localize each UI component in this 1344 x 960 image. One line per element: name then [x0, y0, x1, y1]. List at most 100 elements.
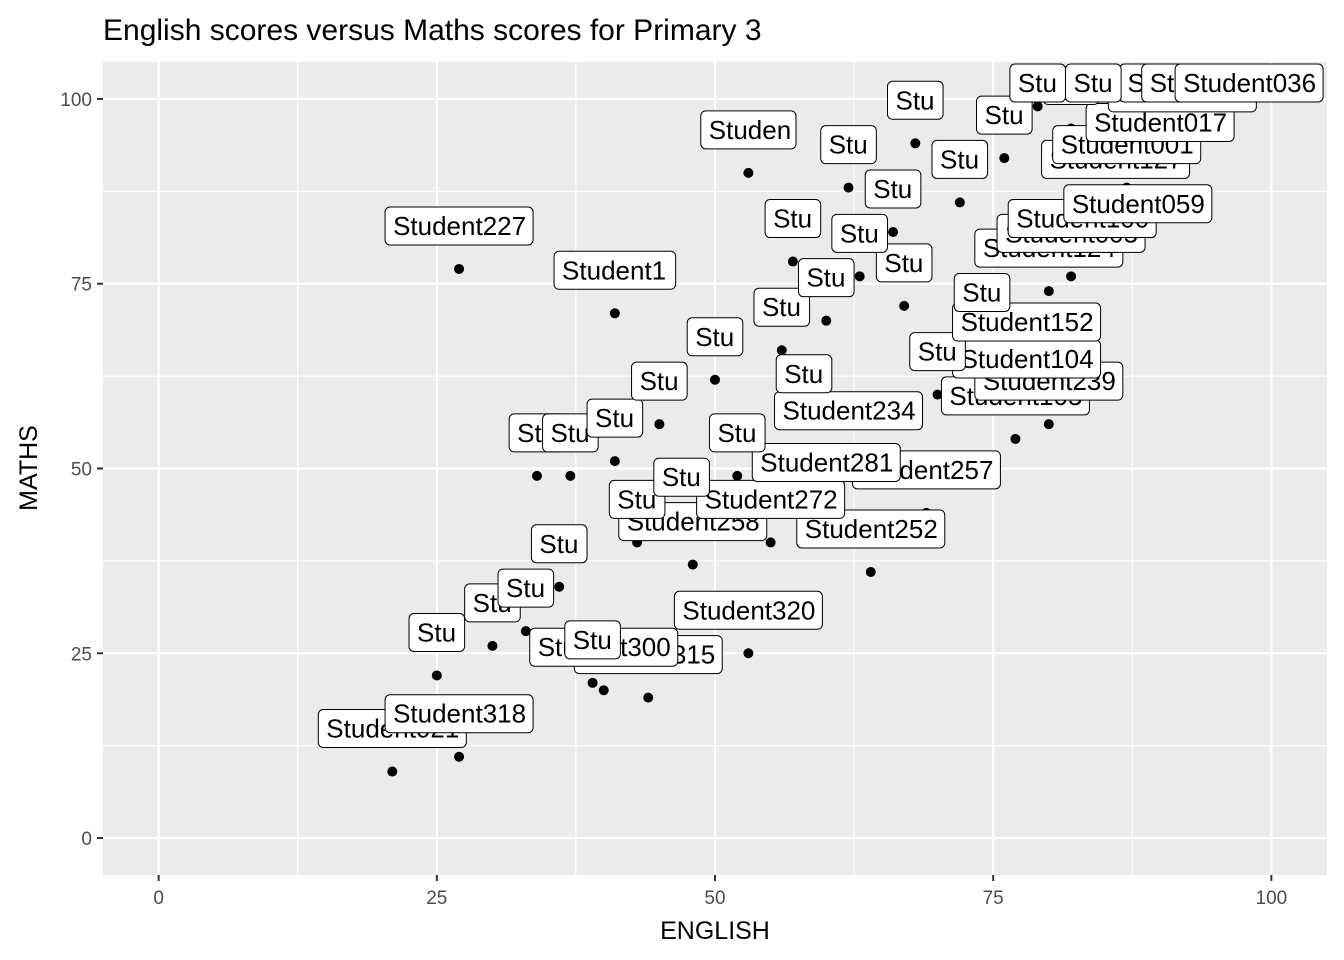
x-tick-label: 50 — [704, 888, 725, 909]
point-label: Stu — [909, 332, 966, 372]
point-label-box — [653, 457, 710, 497]
point-label: Stu — [820, 125, 877, 165]
point-label: Student320 — [673, 590, 823, 630]
point-label-text: Student234 — [783, 396, 916, 426]
y-tick-label: 25 — [71, 644, 92, 665]
data-point — [865, 566, 876, 577]
point-label-text: Stu — [940, 144, 979, 174]
point-label-text: Student152 — [961, 307, 1094, 337]
point-label: Stu — [864, 169, 922, 209]
point-label: Stu — [542, 413, 599, 453]
data-point — [531, 470, 542, 481]
point-label-text: Stu — [695, 322, 734, 352]
point-label-text: Stu — [829, 130, 868, 160]
data-point — [710, 374, 720, 385]
point-label: Stu — [653, 457, 710, 497]
point-label-text: Stu — [895, 85, 934, 115]
data-point — [1066, 271, 1077, 282]
point-label-box — [953, 272, 1011, 312]
point-labels: Student021Student318Student315Student300… — [317, 63, 1324, 749]
point-label-box — [751, 442, 901, 482]
data-point — [387, 766, 398, 777]
point-label: Stu — [764, 199, 822, 239]
point-label-box — [384, 206, 534, 246]
data-point — [643, 692, 654, 703]
point-label: Student281 — [751, 442, 901, 482]
point-label: Student017 — [1085, 102, 1235, 142]
point-label-text: Student227 — [393, 211, 526, 241]
x-axis-ticks: 0 25 50 75 100 — [153, 875, 1287, 909]
point-label-text: Stu — [873, 174, 912, 204]
point-label-box — [530, 524, 588, 564]
point-label-box — [820, 125, 877, 165]
point-label-text: Stu — [640, 366, 679, 396]
point-label-text: Stu — [551, 418, 590, 448]
point-label: Stu — [408, 612, 466, 652]
data-point — [654, 419, 665, 430]
point-label: Stu — [753, 287, 811, 327]
point-label-text: Stu — [806, 263, 845, 293]
x-tick-label: 75 — [983, 888, 1004, 909]
point-label: Student104 — [952, 339, 1102, 379]
data-point — [932, 389, 943, 400]
point-label-box — [408, 612, 466, 652]
data-point — [609, 456, 620, 467]
point-label-text: Stu — [595, 403, 634, 433]
point-label-text: Student036 — [1183, 68, 1316, 98]
y-tick-label: 100 — [60, 90, 92, 111]
data-point — [687, 559, 698, 570]
point-label-text: Stu — [539, 529, 578, 559]
point-label: Student252 — [796, 509, 946, 549]
data-point — [587, 677, 598, 688]
point-label-box — [753, 287, 811, 327]
y-tick-label: 75 — [71, 275, 92, 296]
point-label-box — [553, 250, 677, 290]
data-point — [454, 263, 465, 274]
y-axis-ticks: 0 25 50 75 100 — [60, 90, 103, 850]
point-label-text: Stu — [717, 418, 756, 448]
point-label-box — [796, 509, 946, 549]
point-label: Stu — [775, 354, 833, 394]
point-label: Stu — [708, 413, 766, 453]
point-label-box — [384, 694, 534, 734]
point-label-text: Student059 — [1072, 189, 1205, 219]
chart-title: English scores versus Maths scores for P… — [103, 14, 762, 47]
point-label-text: Stu — [840, 218, 879, 248]
point-label-text: Stu — [417, 617, 456, 647]
point-label-text: Stu — [985, 100, 1024, 130]
point-label-text: Stu — [1074, 68, 1113, 98]
data-point — [732, 470, 743, 481]
data-point — [1010, 433, 1021, 444]
data-point — [776, 345, 787, 356]
point-label-box — [586, 398, 644, 438]
point-label-box — [608, 479, 666, 519]
point-label-text: Student281 — [760, 447, 893, 477]
data-point — [554, 581, 565, 592]
point-label: Stu — [608, 479, 666, 519]
data-point — [843, 182, 854, 193]
point-label-text: Stu — [884, 248, 923, 278]
point-label-box — [708, 413, 766, 453]
point-label: Stu — [631, 361, 688, 401]
point-label-box — [864, 169, 922, 209]
point-label-text: Stu — [918, 337, 957, 367]
point-label-text: Stu — [573, 625, 612, 655]
point-label-text: Student318 — [393, 699, 526, 729]
point-label-box — [497, 568, 555, 608]
point-label: Stu — [497, 568, 555, 608]
point-label-box — [631, 361, 688, 401]
point-label-box — [976, 95, 1033, 135]
point-label: Stu — [931, 139, 989, 179]
data-point — [520, 626, 531, 637]
point-label-box — [775, 354, 833, 394]
point-label: Student227 — [384, 206, 534, 246]
point-label: Student1 — [553, 250, 677, 290]
point-label-text: Stu — [773, 204, 812, 234]
point-label-text: Student1 — [562, 255, 666, 285]
data-point — [454, 751, 465, 762]
point-label: Student059 — [1063, 184, 1213, 224]
point-label-box — [774, 391, 924, 431]
point-label: Stu — [875, 243, 933, 283]
data-point — [954, 197, 965, 208]
data-point — [487, 640, 498, 651]
